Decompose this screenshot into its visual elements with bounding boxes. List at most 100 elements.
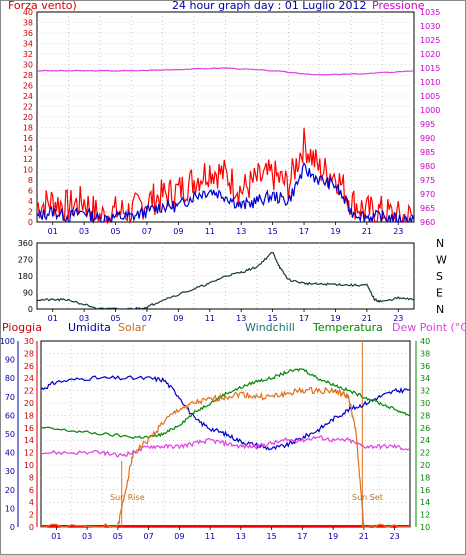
temp-tick-label: 32: [420, 387, 430, 396]
temp-tick-label: 40: [420, 337, 430, 346]
x-tick-label: 03: [79, 314, 89, 323]
temp-tick-label: 38: [420, 349, 430, 358]
pioggia-tick-label: 2: [29, 511, 34, 520]
temp-tick-label: 24: [420, 436, 430, 445]
left-tick-label: 4: [28, 197, 33, 206]
umidita-tick-label: 50: [5, 430, 15, 439]
x-tick-label: 07: [142, 227, 152, 236]
x-tick-label: 23: [393, 227, 403, 236]
compass-label: N: [436, 303, 444, 316]
right-tick-label: 970: [420, 190, 435, 199]
x-tick-label: 19: [328, 532, 338, 541]
humidity-line: [40, 375, 411, 451]
sunrise-annotation: Sun Rise: [110, 493, 145, 502]
left-tick-label: 26: [23, 82, 33, 91]
x-tick-label: 13: [236, 227, 246, 236]
x-tick-label: 23: [393, 314, 403, 323]
right-tick-label: 990: [420, 134, 435, 143]
left-tick-label: 18: [23, 124, 33, 133]
left-tick-label: 14: [23, 145, 33, 154]
umidita-tick-label: 0: [10, 523, 15, 532]
x-tick-label: 23: [390, 532, 400, 541]
umidita-tick-label: 80: [5, 374, 15, 383]
compass-label: W: [436, 254, 447, 267]
x-tick-label: 09: [174, 532, 184, 541]
umidita-tick-label: 70: [5, 393, 15, 402]
x-tick-label: 13: [236, 532, 246, 541]
right-tick-label: 1020: [420, 50, 440, 59]
dewpoint-label: Dew Point (°C): [392, 321, 466, 334]
x-tick-label: 03: [79, 227, 89, 236]
x-tick-label: 21: [359, 532, 369, 541]
pioggia-tick-label: 26: [24, 362, 34, 371]
wind-gust-line: [36, 127, 415, 225]
pioggia-tick-label: 16: [24, 424, 34, 433]
right-tick-label: 975: [420, 176, 435, 185]
x-tick-label: 19: [330, 227, 340, 236]
x-tick-label: 13: [236, 314, 246, 323]
pioggia-label: Pioggia: [2, 321, 42, 334]
temperature-line: [40, 368, 410, 439]
pioggia-tick-label: 14: [24, 436, 34, 445]
direction-tick-label: 360: [18, 239, 33, 248]
x-tick-label: 05: [113, 532, 123, 541]
temperatura-label: Temperatura: [312, 321, 383, 334]
temp-tick-label: 30: [420, 399, 430, 408]
left-tick-label: 28: [23, 71, 33, 80]
direction-tick-label: 180: [18, 272, 33, 281]
x-tick-label: 17: [299, 314, 309, 323]
right-tick-label: 1005: [420, 92, 440, 101]
wind-speed-label: Forza vento): [8, 0, 77, 12]
umidita-tick-label: 10: [5, 504, 15, 513]
wind-direction-line: [36, 252, 414, 310]
right-tick-label: 960: [420, 218, 435, 227]
x-tick-label: 15: [268, 227, 278, 236]
temp-tick-label: 18: [420, 473, 430, 482]
x-tick-label: 01: [51, 532, 61, 541]
x-tick-label: 19: [330, 314, 340, 323]
right-tick-label: 1000: [420, 106, 440, 115]
wind-pressure-panel: 01 03 05 07 09 11 13 15 17 19 21 230246810121416182…: [23, 8, 441, 236]
left-tick-label: 8: [28, 176, 33, 185]
x-tick-label: 07: [144, 532, 154, 541]
x-tick-label: 09: [173, 314, 183, 323]
left-tick-label: 34: [23, 40, 33, 49]
windchill-label: Windchill: [245, 321, 295, 334]
pressure-label: Pressione: [372, 0, 425, 12]
left-tick-label: 22: [23, 103, 33, 112]
humidity-temperature-panel: 01 03 05 07 09 11 13 15 17 19 21 230102030405060708…: [0, 337, 430, 541]
right-tick-label: 1030: [420, 22, 440, 31]
left-tick-label: 12: [23, 155, 33, 164]
right-tick-label: 1035: [420, 8, 440, 17]
pioggia-tick-label: 6: [29, 486, 34, 495]
umidita-tick-label: 90: [5, 356, 15, 365]
right-tick-label: 995: [420, 120, 435, 129]
pioggia-tick-label: 8: [29, 473, 34, 482]
x-tick-label: 15: [268, 314, 278, 323]
right-tick-label: 1010: [420, 78, 440, 87]
compass-label: S: [436, 270, 443, 283]
right-tick-label: 1025: [420, 36, 440, 45]
x-tick-label: 05: [110, 314, 120, 323]
umidita-tick-label: 20: [5, 486, 15, 495]
x-tick-label: 01: [48, 227, 58, 236]
x-tick-label: 03: [82, 532, 92, 541]
pioggia-tick-label: 22: [24, 387, 34, 396]
temp-tick-label: 34: [420, 374, 430, 383]
temp-tick-label: 12: [420, 511, 430, 520]
left-tick-label: 24: [23, 92, 33, 101]
left-tick-label: 36: [23, 29, 33, 38]
left-tick-label: 0: [28, 218, 33, 227]
x-tick-label: 11: [205, 314, 215, 323]
left-tick-label: 38: [23, 19, 33, 28]
solar-label: Solar: [118, 321, 147, 334]
pioggia-tick-label: 10: [24, 461, 34, 470]
right-tick-label: 980: [420, 162, 435, 171]
compass-label: E: [436, 287, 443, 300]
pressure-line: [36, 67, 415, 76]
right-tick-label: 985: [420, 148, 435, 157]
left-tick-label: 32: [23, 50, 33, 59]
right-tick-label: 1015: [420, 64, 440, 73]
temp-tick-label: 14: [420, 498, 430, 507]
